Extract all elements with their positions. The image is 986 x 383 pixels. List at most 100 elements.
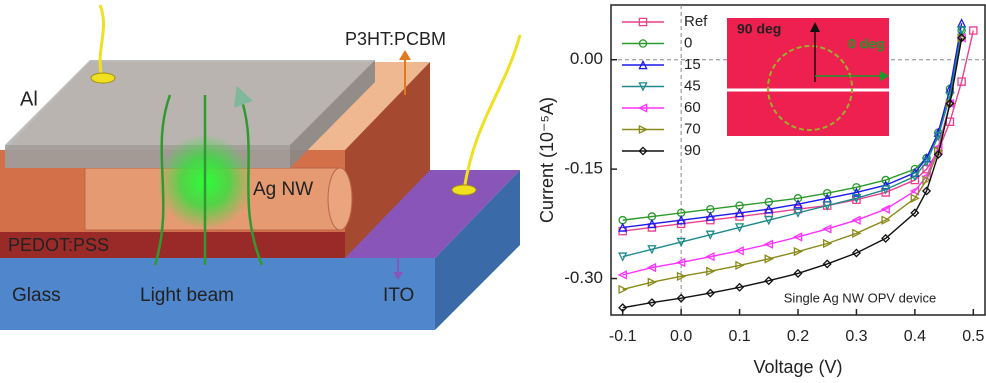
marker (676, 237, 686, 248)
chart: 0.00 -0.15 -0.30 -0.1 0.0 0.1 0.2 0.3 0.4 0.5 Volt… (537, 4, 986, 377)
inset-arrow-head (810, 22, 820, 32)
marker (909, 186, 920, 196)
marker (793, 268, 803, 278)
marker (764, 204, 774, 214)
marker (881, 233, 891, 243)
marker (763, 239, 774, 249)
marker (705, 211, 715, 221)
label: Light beam (140, 285, 234, 306)
marker (793, 208, 803, 218)
marker (945, 98, 955, 108)
legend-label: 45 (684, 77, 701, 94)
marker (734, 207, 745, 218)
marker (793, 246, 804, 257)
marker (646, 262, 657, 273)
marker (764, 215, 774, 226)
marker (618, 284, 628, 295)
y-tick-label: -0.30 (564, 268, 603, 287)
annotation: 0 deg (848, 36, 885, 52)
x-tick-label: 0.0 (670, 328, 692, 345)
marker (851, 187, 862, 197)
legend-label: 90 (684, 142, 701, 159)
inset-circle (767, 45, 853, 131)
y-axis-label: Current (10⁻⁵A) (537, 97, 557, 223)
pedot-layer (0, 232, 345, 258)
marker (617, 270, 627, 280)
x-tick-label: 0.3 (845, 328, 867, 345)
marker (910, 172, 920, 182)
light-beam (153, 95, 264, 266)
y-tick-label: 0.00 (570, 49, 603, 68)
marker (676, 293, 686, 303)
x-tick-label: 0.2 (787, 328, 809, 345)
device-diagram: P3HT:PCBM Al Ag NW PEDOT:PSS Glass Light… (0, 4, 522, 330)
marker (638, 17, 648, 27)
marker (676, 257, 686, 268)
series-line (622, 37, 963, 276)
marker (764, 276, 774, 286)
legend-label: 60 (684, 99, 701, 116)
marker (933, 150, 943, 160)
marker (957, 33, 967, 43)
marker (933, 132, 943, 142)
glass-front (0, 258, 435, 330)
marker (637, 103, 648, 113)
wire-left (98, 4, 105, 79)
marker (792, 232, 803, 242)
marker (822, 188, 832, 198)
marker (647, 218, 657, 229)
marker (764, 254, 774, 264)
marker (910, 193, 920, 203)
marker (881, 215, 891, 225)
marker (822, 238, 833, 249)
al-side (290, 60, 375, 168)
marker (618, 303, 628, 313)
marker (945, 117, 955, 126)
label: Glass (12, 285, 61, 306)
marker (705, 230, 715, 240)
marker (957, 77, 966, 86)
legend-label: 70 (684, 120, 701, 137)
glass-side (435, 170, 520, 330)
marker (734, 223, 745, 233)
arrow-down-head (393, 272, 403, 280)
marker (969, 26, 978, 35)
annotation: 90 deg (737, 21, 781, 37)
inset-image (727, 18, 889, 136)
marker (880, 204, 890, 214)
contact-right (451, 184, 477, 196)
marker (676, 215, 686, 225)
x-tick-label: 0.5 (962, 328, 984, 345)
marker (881, 175, 890, 185)
marker (881, 185, 891, 195)
marker (638, 39, 648, 48)
marker (676, 271, 687, 281)
marker (735, 282, 745, 292)
legend-label: 15 (684, 56, 701, 73)
marker (638, 146, 648, 156)
marker (705, 251, 715, 262)
marker (705, 288, 715, 298)
inset-arrow-head (880, 71, 889, 81)
series-line (622, 37, 963, 291)
legend-label: Ref (684, 13, 708, 30)
x-axis-label: Voltage (V) (753, 357, 842, 377)
contact-left (90, 72, 116, 84)
label: PEDOT:PSS (8, 235, 109, 255)
series-line (622, 37, 963, 309)
marker (956, 26, 967, 36)
marker (921, 157, 932, 167)
marker (638, 124, 649, 135)
series-line (622, 23, 963, 229)
marker (822, 201, 832, 211)
legend-label: 0 (684, 34, 692, 51)
marker (922, 186, 932, 196)
marker (647, 277, 657, 287)
marker (910, 208, 920, 218)
nanowire-end (327, 167, 353, 231)
label: Ag NW (253, 179, 313, 200)
x-tick-label: 0.1 (728, 328, 750, 345)
marker (851, 194, 862, 204)
marker (618, 222, 628, 232)
